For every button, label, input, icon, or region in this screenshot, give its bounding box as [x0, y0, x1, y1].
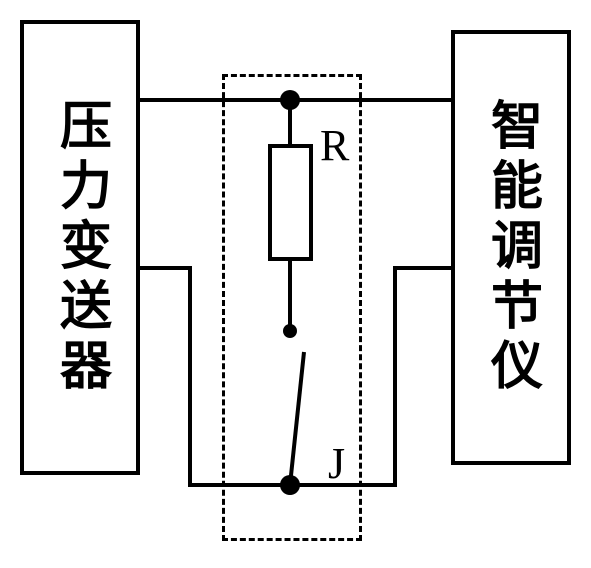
wire-bottom-left-v [188, 266, 192, 487]
pressure-transmitter-label: 压力变送器 [43, 98, 118, 398]
wire-resistor-top [288, 100, 292, 144]
switch-label: J [328, 438, 345, 489]
wire-bottom-right-h [393, 266, 451, 270]
wire-resistor-bottom [288, 261, 292, 331]
switch-top-contact [283, 324, 297, 338]
smart-regulator-box: 智能调节仪 [451, 30, 571, 465]
wire-bottom-left-h [140, 266, 192, 270]
resistor-label: R [320, 120, 349, 171]
resistor [268, 144, 313, 261]
wire-bottom-right-v [393, 266, 397, 487]
smart-regulator-label: 智能调节仪 [474, 98, 549, 398]
node-bottom [280, 475, 300, 495]
switch-arm [270, 340, 320, 490]
pressure-transmitter-box: 压力变送器 [20, 20, 140, 475]
